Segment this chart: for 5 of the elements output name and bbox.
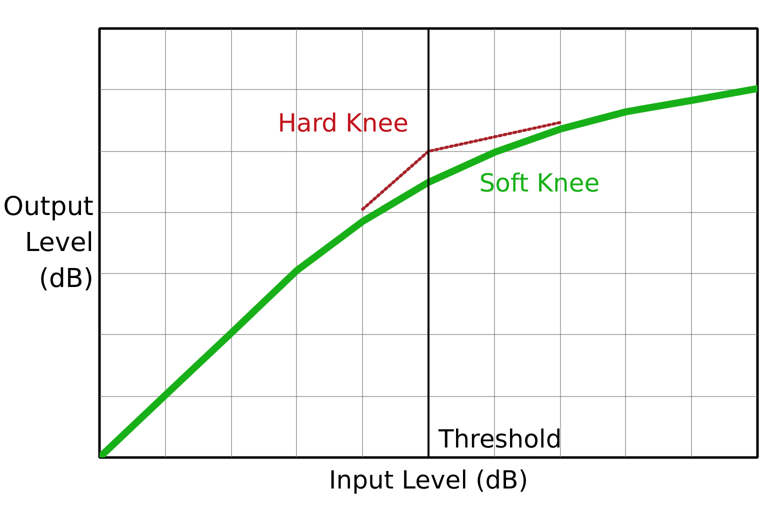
y-axis-title: Output Level (dB) [3,192,94,294]
x-axis-title: Input Level (dB) [328,466,528,494]
series-label: Soft Knee [479,168,600,198]
series-label: Hard Knee [278,108,409,138]
annotation: Threshold [438,424,562,454]
